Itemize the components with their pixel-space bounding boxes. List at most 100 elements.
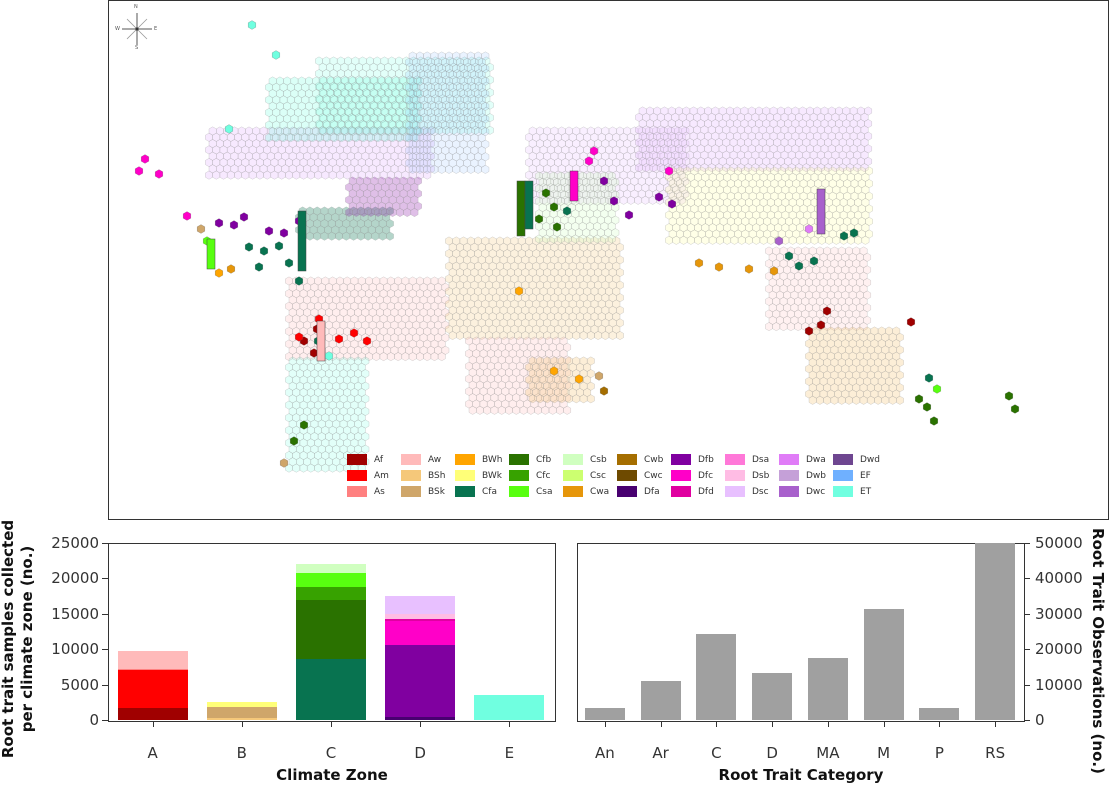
bar-segment-et bbox=[474, 694, 545, 720]
legend-label: Dsa bbox=[752, 454, 770, 465]
legend-swatch bbox=[779, 470, 799, 481]
right-y-axis-title: Root Trait Observations (no.) bbox=[1089, 528, 1107, 774]
legend-label: Cfc bbox=[536, 470, 551, 481]
left-x-tick-label: B bbox=[236, 744, 247, 762]
left-x-tick-mark bbox=[241, 721, 243, 727]
bar-ma bbox=[807, 657, 848, 720]
legend-label: Aw bbox=[428, 454, 442, 465]
legend-label: BSh bbox=[428, 470, 446, 481]
legend-swatch bbox=[347, 486, 367, 497]
bar-segment-af bbox=[117, 707, 188, 720]
left-y-axis-title: Root trait samples collected per climate… bbox=[0, 509, 37, 769]
legend-label: Af bbox=[374, 454, 384, 465]
legend-swatch bbox=[833, 454, 853, 465]
bar-m bbox=[863, 609, 904, 720]
legend-swatch bbox=[401, 470, 421, 481]
legend-label: BSk bbox=[428, 486, 445, 497]
legend-label: Csc bbox=[590, 470, 606, 481]
legend-item-csa: Csa bbox=[509, 484, 563, 499]
legend-label: Cfb bbox=[536, 454, 552, 465]
legend-swatch bbox=[671, 454, 691, 465]
legend-label: Csb bbox=[590, 454, 607, 465]
compass-s: S bbox=[135, 45, 139, 51]
right-x-tick-label: MA bbox=[816, 744, 840, 762]
legend-swatch bbox=[347, 454, 367, 465]
legend-item-et: ET bbox=[833, 484, 887, 499]
legend-label: Dfd bbox=[698, 486, 714, 497]
legend-swatch bbox=[617, 486, 637, 497]
legend-item-cwc: Cwc bbox=[617, 468, 671, 483]
legend-label: Cfa bbox=[482, 486, 497, 497]
legend-item-ef: EF bbox=[833, 468, 887, 483]
bar-segment-csa bbox=[296, 573, 366, 587]
right-y-tick-label: 10000 bbox=[1035, 675, 1083, 694]
legend-item-as: As bbox=[347, 484, 401, 499]
legend-label: Dfc bbox=[698, 470, 714, 481]
left-x-tick-label: C bbox=[325, 744, 337, 762]
left-y-tick-label: 10000 bbox=[51, 640, 99, 659]
legend-item-am: Am bbox=[347, 468, 401, 483]
legend-item-bsh: BSh bbox=[401, 468, 455, 483]
legend-label: EF bbox=[860, 470, 871, 481]
right-x-tick-mark bbox=[772, 721, 774, 727]
bar-segment-bsh bbox=[206, 717, 277, 720]
bar-segment-dsc bbox=[385, 596, 456, 614]
bar-segment-cfb bbox=[296, 600, 366, 660]
left-y-tick-mark bbox=[102, 720, 108, 721]
bar-segment-csb bbox=[296, 564, 366, 574]
legend-item-csc: Csc bbox=[563, 468, 617, 483]
compass-rose: N S W E bbox=[115, 4, 158, 51]
climate-legend: Af Aw BWh Cfb Csb Cwb Dfb Dsa Dwa Dwd Am BSh BWk Cfc C… bbox=[347, 452, 887, 499]
legend-label: Am bbox=[374, 470, 389, 481]
legend-swatch bbox=[779, 486, 799, 497]
right-y-tick-mark bbox=[1024, 720, 1030, 721]
right-y-tick-mark bbox=[1024, 649, 1030, 651]
left-y-tick-mark bbox=[102, 578, 108, 580]
left-y-tick-label: 15000 bbox=[51, 604, 99, 623]
legend-swatch bbox=[617, 470, 637, 481]
left-x-tick-label: D bbox=[414, 744, 426, 762]
bar-segment-bsk bbox=[206, 707, 277, 718]
legend-swatch bbox=[617, 454, 637, 465]
legend-swatch bbox=[401, 454, 421, 465]
right-y-tick-label: 20000 bbox=[1035, 640, 1083, 659]
legend-label: Dsb bbox=[752, 470, 770, 481]
left-y-tick-label: 20000 bbox=[51, 569, 99, 588]
right-x-tick-mark bbox=[939, 721, 941, 727]
legend-label: BWh bbox=[482, 454, 503, 465]
legend-swatch bbox=[509, 454, 529, 465]
legend-swatch bbox=[347, 470, 367, 481]
legend-swatch bbox=[563, 486, 583, 497]
bar-segment-bwk bbox=[206, 702, 277, 708]
left-y-tick-label: 5000 bbox=[60, 675, 99, 694]
compass-e: E bbox=[154, 26, 158, 32]
legend-swatch bbox=[509, 470, 529, 481]
right-y-tick-label: 30000 bbox=[1035, 604, 1083, 623]
right-x-tick-mark bbox=[604, 721, 606, 727]
left-x-tick-mark bbox=[509, 721, 511, 727]
legend-item-dwb: Dwb bbox=[779, 468, 833, 483]
right-y-tick-mark bbox=[1024, 542, 1030, 544]
legend-swatch bbox=[725, 486, 745, 497]
right-y-tick-label: 50000 bbox=[1035, 533, 1083, 552]
legend-item-af: Af bbox=[347, 452, 401, 467]
left-y-tick-mark bbox=[102, 613, 108, 615]
right-x-tick-mark bbox=[716, 721, 718, 727]
compass-w: W bbox=[115, 26, 120, 32]
bar-ar bbox=[640, 681, 681, 720]
legend-label: Cwc bbox=[644, 470, 663, 481]
right-y-tick-label: 0 bbox=[1035, 711, 1045, 729]
bar-segment-dfc bbox=[385, 620, 456, 645]
legend-swatch bbox=[779, 454, 799, 465]
right-x-tick-label: RS bbox=[985, 744, 1006, 762]
bar-rs bbox=[975, 542, 1016, 720]
legend-item-dsc: Dsc bbox=[725, 484, 779, 499]
right-y-tick-label: 40000 bbox=[1035, 569, 1083, 588]
legend-swatch bbox=[563, 470, 583, 481]
legend-label: Dwa bbox=[806, 454, 826, 465]
legend-label: ET bbox=[860, 486, 872, 497]
right-x-tick-label: M bbox=[877, 744, 891, 762]
left-x-tick-mark bbox=[152, 721, 154, 727]
legend-label: Dfa bbox=[644, 486, 660, 497]
right-x-tick-label: Ar bbox=[652, 744, 669, 762]
